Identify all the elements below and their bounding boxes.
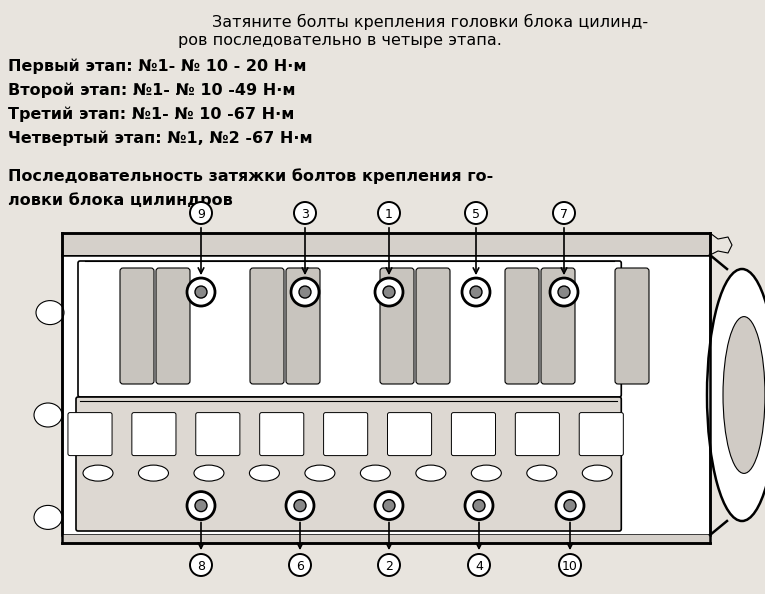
Circle shape xyxy=(383,500,395,511)
FancyBboxPatch shape xyxy=(120,268,154,384)
FancyBboxPatch shape xyxy=(516,413,559,456)
Text: Затяните болты крепления головки блока цилинд-: Затяните болты крепления головки блока ц… xyxy=(212,14,648,30)
Circle shape xyxy=(190,554,212,576)
Circle shape xyxy=(564,500,576,511)
Circle shape xyxy=(470,286,482,298)
Text: 1: 1 xyxy=(385,207,393,220)
Circle shape xyxy=(465,492,493,520)
Circle shape xyxy=(294,202,316,224)
Ellipse shape xyxy=(36,301,64,324)
Text: ров последовательно в четыре этапа.: ров последовательно в четыре этапа. xyxy=(178,33,502,48)
Text: Последовательность затяжки болтов крепления го-: Последовательность затяжки болтов крепле… xyxy=(8,168,493,184)
FancyBboxPatch shape xyxy=(615,268,649,384)
FancyBboxPatch shape xyxy=(196,413,240,456)
Text: 10: 10 xyxy=(562,560,578,573)
Ellipse shape xyxy=(34,403,62,427)
Circle shape xyxy=(378,554,400,576)
Ellipse shape xyxy=(527,465,557,481)
Ellipse shape xyxy=(305,465,335,481)
Ellipse shape xyxy=(707,269,765,521)
Circle shape xyxy=(462,278,490,306)
FancyBboxPatch shape xyxy=(68,413,112,456)
Circle shape xyxy=(556,492,584,520)
FancyBboxPatch shape xyxy=(259,413,304,456)
Ellipse shape xyxy=(194,465,224,481)
FancyBboxPatch shape xyxy=(541,268,575,384)
Text: Четвертый этап: №1, №2 -67 Н·м: Четвертый этап: №1, №2 -67 Н·м xyxy=(8,130,313,146)
Text: 9: 9 xyxy=(197,207,205,220)
Ellipse shape xyxy=(416,465,446,481)
Circle shape xyxy=(187,492,215,520)
Circle shape xyxy=(378,202,400,224)
Text: 6: 6 xyxy=(296,560,304,573)
Text: Первый этап: №1- № 10 - 20 Н·м: Первый этап: №1- № 10 - 20 Н·м xyxy=(8,58,307,74)
Circle shape xyxy=(286,492,314,520)
Circle shape xyxy=(558,286,570,298)
FancyBboxPatch shape xyxy=(451,413,496,456)
FancyBboxPatch shape xyxy=(132,413,176,456)
FancyBboxPatch shape xyxy=(156,268,190,384)
FancyBboxPatch shape xyxy=(388,413,431,456)
Circle shape xyxy=(375,278,403,306)
Text: Третий этап: №1- № 10 -67 Н·м: Третий этап: №1- № 10 -67 Н·м xyxy=(8,106,295,122)
Ellipse shape xyxy=(34,505,62,529)
Text: ловки блока цилиндров: ловки блока цилиндров xyxy=(8,192,233,208)
Text: 4: 4 xyxy=(475,560,483,573)
Text: 3: 3 xyxy=(301,207,309,220)
FancyBboxPatch shape xyxy=(250,268,284,384)
Text: 2: 2 xyxy=(385,560,393,573)
Circle shape xyxy=(550,278,578,306)
Circle shape xyxy=(465,202,487,224)
Circle shape xyxy=(383,286,395,298)
Text: 8: 8 xyxy=(197,560,205,573)
Circle shape xyxy=(553,202,575,224)
Circle shape xyxy=(468,554,490,576)
Ellipse shape xyxy=(249,465,279,481)
Circle shape xyxy=(559,554,581,576)
Circle shape xyxy=(289,554,311,576)
FancyBboxPatch shape xyxy=(579,413,623,456)
Text: Второй этап: №1- № 10 -49 Н·м: Второй этап: №1- № 10 -49 Н·м xyxy=(8,82,295,97)
Ellipse shape xyxy=(582,465,612,481)
FancyBboxPatch shape xyxy=(62,535,710,543)
Text: 7: 7 xyxy=(560,207,568,220)
Circle shape xyxy=(195,500,207,511)
FancyBboxPatch shape xyxy=(76,397,621,531)
FancyBboxPatch shape xyxy=(324,413,368,456)
Text: 5: 5 xyxy=(472,207,480,220)
Circle shape xyxy=(187,278,215,306)
Ellipse shape xyxy=(360,465,390,481)
Circle shape xyxy=(473,500,485,511)
Ellipse shape xyxy=(471,465,501,481)
FancyBboxPatch shape xyxy=(380,268,414,384)
FancyBboxPatch shape xyxy=(416,268,450,384)
Circle shape xyxy=(195,286,207,298)
Circle shape xyxy=(294,500,306,511)
Circle shape xyxy=(299,286,311,298)
FancyBboxPatch shape xyxy=(286,268,320,384)
Ellipse shape xyxy=(138,465,168,481)
Ellipse shape xyxy=(83,465,113,481)
FancyBboxPatch shape xyxy=(505,268,539,384)
FancyBboxPatch shape xyxy=(62,233,710,255)
FancyBboxPatch shape xyxy=(78,261,621,397)
Circle shape xyxy=(291,278,319,306)
FancyBboxPatch shape xyxy=(62,255,710,535)
Circle shape xyxy=(190,202,212,224)
Circle shape xyxy=(375,492,403,520)
Ellipse shape xyxy=(723,317,765,473)
